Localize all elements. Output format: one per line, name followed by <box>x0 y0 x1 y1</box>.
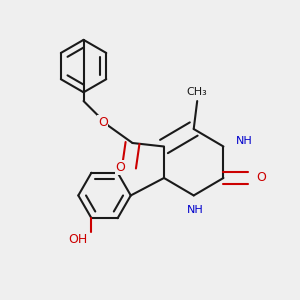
Text: O: O <box>257 172 266 184</box>
Text: NH: NH <box>187 205 204 215</box>
Text: CH₃: CH₃ <box>187 87 208 97</box>
Text: O: O <box>115 161 125 174</box>
Text: O: O <box>98 116 108 128</box>
Text: NH: NH <box>236 136 252 146</box>
Text: OH: OH <box>68 232 87 246</box>
